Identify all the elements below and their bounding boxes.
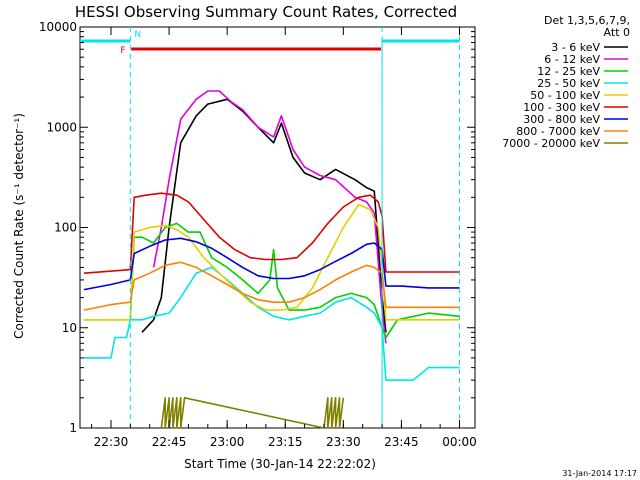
- legend-label-6: 300 - 800 keV: [523, 113, 600, 126]
- series-line-8: [160, 396, 345, 429]
- legend-label-5: 100 - 300 keV: [523, 101, 600, 114]
- legend-label-7: 800 - 7000 keV: [516, 125, 600, 138]
- flag-group: FN: [80, 27, 461, 428]
- legend-label-3: 25 - 50 keV: [537, 77, 600, 90]
- x-tick-label-2: 23:00: [210, 435, 245, 449]
- x-tick-label-1: 22:45: [152, 435, 187, 449]
- series-line-0: [141, 98, 387, 333]
- y-tick-label-0: 1: [69, 421, 77, 435]
- legend-label-2: 12 - 25 keV: [537, 65, 600, 78]
- plot-frame-group: [79, 26, 476, 429]
- x-axis-label: Start Time (30-Jan-14 22:22:02): [184, 457, 376, 471]
- legend-label-1: 6 - 12 keV: [544, 53, 600, 66]
- series-group: [83, 90, 460, 429]
- flag-label-n: N: [134, 30, 141, 40]
- legend-header-line-2: Att 0: [604, 26, 630, 39]
- x-tick-label-6: 00:00: [442, 435, 477, 449]
- x-tick-label-5: 23:45: [384, 435, 419, 449]
- y-tick-label-3: 1000: [46, 120, 77, 134]
- chart-title: HESSI Observing Summary Count Rates, Cor…: [75, 3, 457, 21]
- legend-label-4: 50 - 100 keV: [530, 89, 600, 102]
- x-tick-label-3: 23:15: [268, 435, 303, 449]
- legend-label-8: 7000 - 20000 keV: [502, 137, 600, 150]
- series-line-2: [83, 222, 460, 339]
- footer-date: 31-Jan-2014 17:17: [562, 469, 637, 478]
- tick-group: 22:30 22:45 23:00 23:15 23:30 23:45 00:00 1 10 10…: [39, 20, 477, 449]
- y-tick-label-4: 10000: [39, 20, 77, 34]
- series-line-1: [152, 90, 387, 344]
- x-tick-label-0: 22:30: [94, 435, 129, 449]
- plot-frame: [79, 26, 476, 429]
- y-tick-label-2: 100: [54, 221, 77, 235]
- y-tick-label-1: 10: [62, 321, 77, 335]
- legend-label-0: 3 - 6 keV: [551, 41, 600, 54]
- legend-header-line-1: Det 1,3,5,6,7,9,: [544, 14, 630, 27]
- y-axis-label: Corrected Count Rate (s⁻¹ detector⁻¹): [12, 113, 26, 339]
- x-tick-label-4: 23:30: [326, 435, 361, 449]
- flag-label-f: F: [120, 46, 125, 56]
- series-line-3: [83, 266, 460, 382]
